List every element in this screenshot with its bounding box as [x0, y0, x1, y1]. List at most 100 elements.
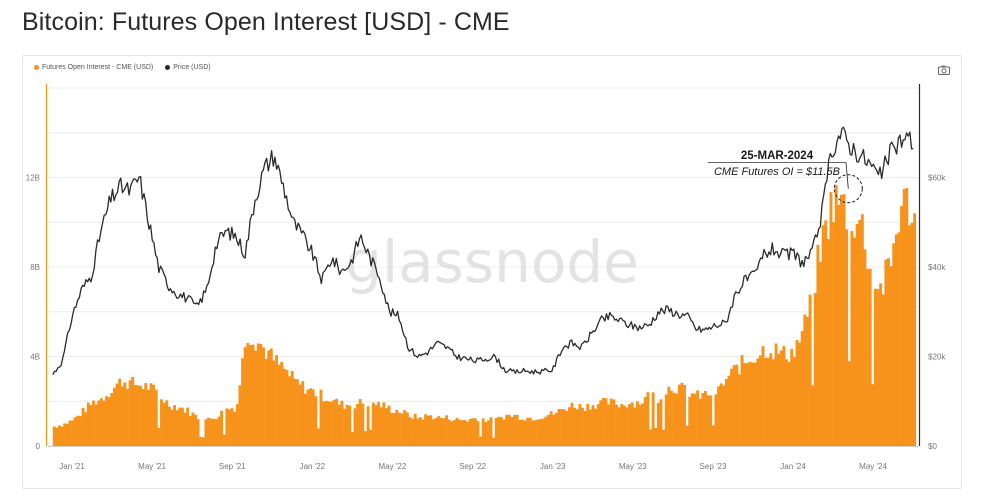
- oi-bar: [348, 405, 352, 446]
- oi-bar: [256, 343, 260, 446]
- oi-bar: [727, 375, 731, 446]
- oi-bar: [842, 194, 846, 446]
- oi-bar: [552, 414, 556, 446]
- oi-bar: [690, 393, 694, 446]
- oi-bar: [60, 426, 64, 446]
- oi-bar: [884, 259, 888, 446]
- oi-bar: [460, 420, 464, 446]
- oi-bar: [669, 390, 673, 446]
- legend-dot-price: [165, 65, 171, 70]
- x-tick-label: May '23: [619, 462, 647, 471]
- oi-bar: [65, 423, 69, 446]
- oi-bar: [280, 362, 284, 446]
- x-tick-label: Jan '24: [780, 462, 806, 471]
- y-right-tick-label: $0: [928, 442, 937, 451]
- legend-item-price[interactable]: Price (USD): [165, 64, 211, 71]
- oi-bar: [196, 419, 200, 446]
- oi-bar: [565, 411, 569, 446]
- oi-bar: [832, 222, 836, 446]
- oi-bar: [701, 393, 705, 446]
- oi-bar: [194, 414, 197, 446]
- oi-bar: [651, 392, 655, 446]
- oi-bar: [327, 401, 331, 446]
- oi-bar: [489, 417, 493, 446]
- oi-bar: [497, 416, 501, 446]
- oi-bar: [149, 383, 153, 446]
- oi-bar: [68, 420, 72, 446]
- oi-bar: [73, 417, 77, 446]
- oi-bar: [680, 382, 684, 446]
- oi-bar: [570, 402, 574, 446]
- price-line: [52, 126, 914, 375]
- oi-bar: [732, 365, 736, 446]
- oi-bar: [458, 419, 462, 446]
- oi-bar: [131, 376, 135, 446]
- oi-bar: [162, 402, 166, 446]
- oi-bar: [94, 404, 98, 446]
- oi-bar: [526, 417, 530, 446]
- oi-bar: [118, 378, 122, 446]
- oi-bar: [154, 389, 158, 446]
- oi-bar: [787, 362, 791, 446]
- oi-bar: [133, 384, 137, 446]
- oi-bar: [839, 194, 843, 446]
- oi-bar: [398, 412, 401, 446]
- oi-bar: [520, 419, 524, 446]
- legend-label-price: Price (USD): [173, 64, 211, 71]
- oi-bar: [740, 355, 744, 446]
- oi-bar: [408, 417, 412, 446]
- camera-icon[interactable]: [938, 65, 950, 75]
- oi-bar: [785, 359, 788, 446]
- oi-bar: [259, 344, 263, 446]
- y-right-tick-label: $20k: [928, 353, 946, 362]
- oi-bar: [204, 419, 208, 446]
- oi-bar: [400, 413, 404, 446]
- oi-bar: [771, 359, 775, 446]
- oi-bar: [868, 268, 872, 446]
- x-tick-label: May '22: [379, 462, 407, 471]
- oi-bar: [188, 415, 192, 446]
- oi-bar: [554, 412, 558, 446]
- oi-bar: [429, 415, 433, 446]
- annotation-text: CME Futures OI = $11.5B: [714, 166, 840, 178]
- oi-bar: [243, 347, 247, 446]
- oi-bar: [502, 419, 506, 446]
- oi-bar: [722, 385, 726, 446]
- oi-bar: [635, 401, 639, 446]
- oi-bar: [536, 419, 540, 446]
- oi-bar: [303, 393, 307, 446]
- oi-bar: [214, 419, 218, 446]
- oi-bar: [152, 384, 156, 446]
- chart-frame: [22, 55, 962, 489]
- y-right-tick-label: $60k: [928, 174, 946, 183]
- oi-bar: [507, 414, 511, 446]
- oi-bar: [191, 412, 195, 446]
- oi-bar: [855, 223, 859, 446]
- oi-bar: [685, 425, 689, 446]
- oi-bar: [251, 344, 255, 446]
- oi-bar: [683, 384, 686, 446]
- oi-bar: [180, 407, 184, 446]
- oi-bar: [612, 399, 616, 446]
- oi-bar: [246, 343, 250, 446]
- oi-bar: [853, 237, 856, 446]
- oi-bar: [599, 400, 603, 446]
- oi-bar: [178, 407, 182, 446]
- oi-bar: [112, 387, 116, 446]
- oi-bar: [241, 358, 244, 446]
- oi-bar: [494, 417, 498, 446]
- oi-bar: [269, 348, 273, 446]
- oi-bar: [471, 418, 475, 446]
- y-left-tick-label: 12B: [26, 174, 40, 183]
- oi-bar: [473, 418, 477, 446]
- oi-bar: [518, 419, 522, 446]
- oi-bar: [795, 340, 799, 446]
- x-tick-label: Jan '23: [540, 462, 566, 471]
- oi-bar: [541, 418, 545, 446]
- oi-bar: [387, 405, 391, 446]
- legend-item-oi[interactable]: Futures Open Interest - CME (USD): [34, 64, 153, 71]
- oi-bar: [905, 188, 909, 446]
- oi-bar: [717, 386, 720, 446]
- chart-legend: Futures Open Interest - CME (USD) Price …: [34, 64, 211, 71]
